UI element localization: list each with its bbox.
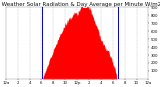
- Title: Milwaukee Weather Solar Radiation & Day Average per Minute W/m2 (Today): Milwaukee Weather Solar Radiation & Day …: [0, 2, 160, 7]
